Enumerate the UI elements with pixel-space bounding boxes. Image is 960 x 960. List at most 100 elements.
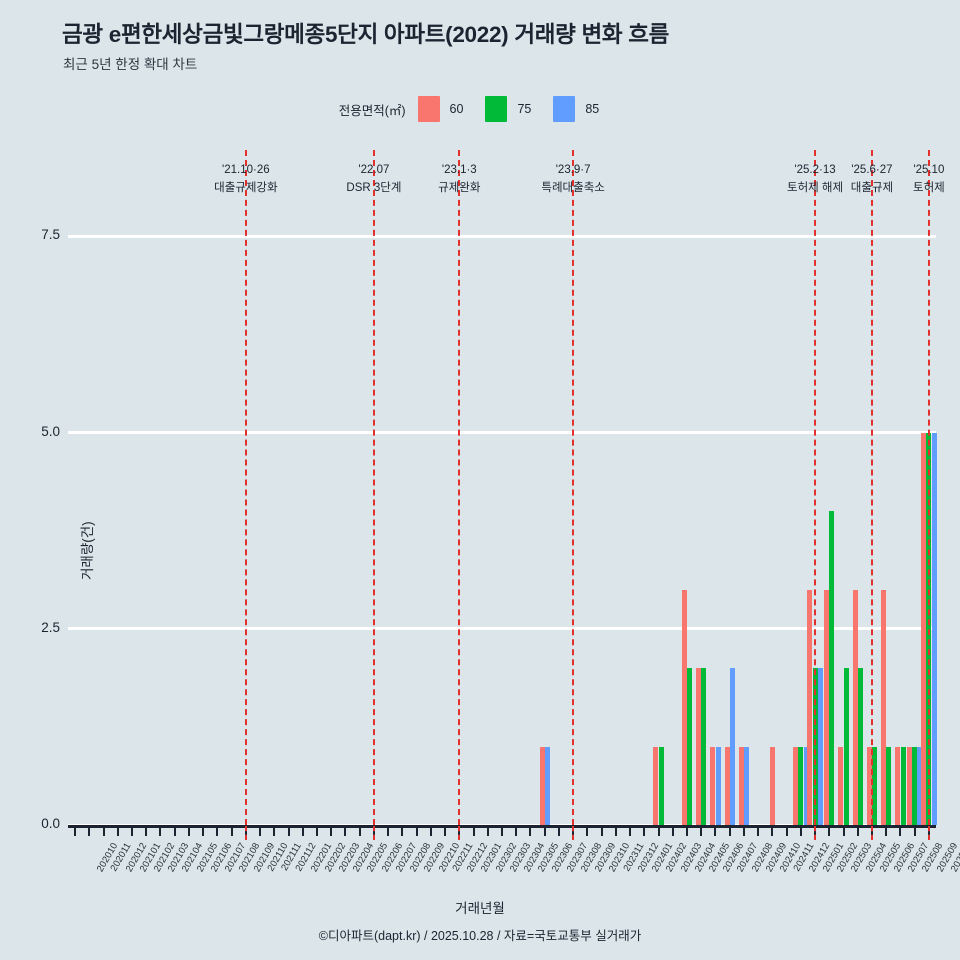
y-tick-label: 2.5 <box>41 619 60 635</box>
annotation-date: '25.10 <box>913 164 945 176</box>
y-axis-title: 거래량(건) <box>80 521 95 580</box>
y-tick-label: 5.0 <box>41 423 60 439</box>
event-tick-202510 <box>927 826 930 840</box>
bar-202507-75[interactable] <box>886 746 892 825</box>
x-tick <box>685 825 688 836</box>
x-tick <box>230 825 233 836</box>
legend-item-75[interactable]: 75 <box>485 96 531 122</box>
y-tick-label: 7.5 <box>41 227 60 243</box>
x-tick <box>216 825 219 836</box>
event-tick-202110 <box>244 826 247 840</box>
bar-202408-85[interactable] <box>729 668 735 825</box>
event-tick-202301 <box>458 826 461 840</box>
bar-202504-60[interactable] <box>838 746 844 825</box>
bar-202405-60[interactable] <box>681 589 687 825</box>
bar-202504-75[interactable] <box>843 668 849 825</box>
plot-area: 거래량(건) 0.0 2.5 5.0 7.5 <box>41 150 937 831</box>
x-tick <box>629 825 632 836</box>
annotation-date: '21.10·26 <box>222 164 270 176</box>
annotation-date: '23.9·7 <box>555 164 591 176</box>
bar-202509-60[interactable] <box>906 746 912 825</box>
bar-202409-60[interactable] <box>738 746 744 825</box>
bar-202406-60[interactable] <box>696 668 702 825</box>
x-tick <box>600 825 603 836</box>
bar-202407-60[interactable] <box>710 746 716 825</box>
annotation-text: 토허제 해제 <box>786 181 844 194</box>
legend-label-75: 75 <box>517 102 532 116</box>
bar-202407-85[interactable] <box>715 746 721 825</box>
annotation-date: '25.6·27 <box>851 164 893 176</box>
bar-202506-75[interactable] <box>872 746 878 825</box>
bar-202406-75[interactable] <box>701 668 707 825</box>
x-tick <box>187 825 190 836</box>
bar-202505-60[interactable] <box>852 589 858 825</box>
event-tick-202207 <box>372 826 375 840</box>
bar-202403-75[interactable] <box>658 746 664 825</box>
event-line-202309 <box>572 150 575 825</box>
bar-202503-75[interactable] <box>829 511 835 825</box>
gridline-5.0 <box>68 431 936 435</box>
bar-202411-60[interactable] <box>769 746 775 825</box>
x-tick <box>486 825 489 836</box>
bar-202501-60[interactable] <box>793 746 799 825</box>
x-tick <box>444 825 447 836</box>
bar-202409-85[interactable] <box>744 746 749 825</box>
x-tick <box>88 825 91 836</box>
x-tick <box>145 825 148 836</box>
x-tick <box>913 825 916 836</box>
page-title: 금광 e편한세상금빛그랑메종5단지 아파트(2022) 거래량 변화 흐름 <box>62 22 670 47</box>
x-tick <box>344 825 347 836</box>
x-tick <box>429 825 432 836</box>
y-tick-label: 0.0 <box>41 816 60 831</box>
bar-202307-85[interactable] <box>544 746 550 825</box>
legend-item-85[interactable]: 85 <box>553 96 599 122</box>
bar-202508-60[interactable] <box>895 746 901 825</box>
annotation-202506: '25.6·27 대출규제 <box>812 162 932 198</box>
x-tick <box>102 825 105 836</box>
bar-202408-60[interactable] <box>724 746 730 825</box>
x-tick <box>742 825 745 836</box>
bar-202506-60[interactable] <box>866 746 872 825</box>
legend-item-60[interactable]: 60 <box>417 96 463 122</box>
bar-202510-60[interactable] <box>921 432 927 825</box>
bar-202509-75[interactable] <box>912 746 918 825</box>
x-tick <box>856 825 859 836</box>
event-line-202110 <box>244 150 247 825</box>
x-tick <box>330 825 333 836</box>
x-tick <box>515 825 518 836</box>
bar-202502-60[interactable] <box>807 589 813 825</box>
x-tick <box>116 825 119 836</box>
event-line-202510 <box>927 150 930 825</box>
annotation-date: '23.1·3 <box>441 164 477 176</box>
bar-202507-60[interactable] <box>881 589 887 825</box>
x-tick <box>614 825 617 836</box>
bar-202509-85[interactable] <box>917 746 923 825</box>
legend-title: 전용면적(㎡) <box>338 103 406 118</box>
x-tick <box>799 825 802 836</box>
annotation-text: 규제완화 <box>438 181 481 194</box>
x-tick <box>501 825 503 836</box>
bar-202508-75[interactable] <box>900 746 906 825</box>
annotation-date: '22.07 <box>358 164 390 176</box>
bar-202503-60[interactable] <box>824 589 830 825</box>
legend-swatch-60 <box>417 96 440 122</box>
x-tick <box>415 825 418 836</box>
bar-202307-60[interactable] <box>539 746 545 825</box>
bar-202502-85[interactable] <box>817 668 823 825</box>
x-tick <box>671 825 674 836</box>
bar-202405-75[interactable] <box>687 668 693 825</box>
x-tick <box>885 825 888 836</box>
bar-202501-85[interactable] <box>803 746 809 825</box>
annotation-202502: '25.2·13 토허제 해제 <box>755 162 875 198</box>
x-tick <box>301 825 304 836</box>
x-tick <box>74 825 77 836</box>
legend-swatch-75 <box>485 96 508 122</box>
bar-202510-85[interactable] <box>931 432 937 825</box>
x-tick <box>529 825 532 836</box>
annotation-date: '25.2·13 <box>794 164 836 176</box>
bar-202505-75[interactable] <box>857 668 863 825</box>
event-line-202207 <box>372 150 375 825</box>
bar-202403-60[interactable] <box>653 746 659 825</box>
bar-202501-75[interactable] <box>798 746 804 825</box>
